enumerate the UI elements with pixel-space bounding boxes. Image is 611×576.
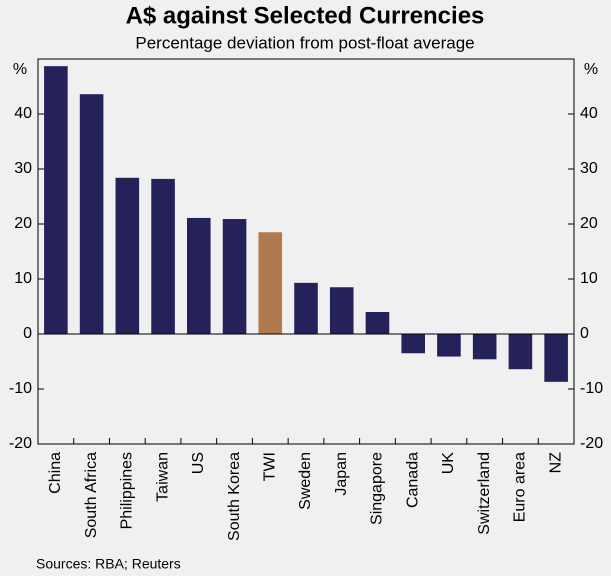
y2-tick-label: -20 — [580, 435, 603, 452]
bar — [472, 334, 497, 360]
bar — [437, 334, 461, 357]
y2-tick-label: 30 — [580, 160, 598, 177]
x-tick-label: South Africa — [83, 452, 100, 538]
bar — [294, 282, 318, 334]
x-tick-label: Taiwan — [154, 452, 171, 502]
x-tick-label: TWI — [261, 452, 278, 481]
chart-subtitle: Percentage deviation from post-float ave… — [135, 33, 474, 52]
x-tick-label: Canada — [404, 452, 421, 508]
plot-frame — [37, 58, 575, 445]
y-tick-label: 30 — [14, 160, 32, 177]
bar — [508, 334, 533, 370]
x-tick-label: Euro area — [512, 452, 529, 522]
y-tick-label: 10 — [14, 270, 32, 287]
bar — [79, 94, 104, 334]
bar — [329, 287, 354, 334]
source-note: Sources: RBA; Reuters — [36, 556, 181, 572]
x-tick-label: Sweden — [297, 452, 314, 510]
y2-tick-label: 0 — [580, 325, 589, 342]
x-tick-label: Philippines — [119, 452, 136, 529]
y2-tick-label: -10 — [580, 380, 603, 397]
x-tick-label: UK — [440, 452, 457, 475]
chart-title: A$ against Selected Currencies — [126, 2, 485, 29]
bar — [187, 217, 211, 334]
y2-axis-label: % — [584, 61, 598, 78]
x-tick-label: Switzerland — [476, 452, 493, 535]
bar — [365, 312, 390, 334]
x-tick-label: NZ — [547, 452, 564, 474]
x-tick-label: Japan — [333, 452, 350, 496]
bar — [151, 178, 175, 334]
x-tick-label: US — [190, 452, 207, 474]
bar — [44, 66, 68, 335]
bar — [115, 177, 140, 334]
x-tick-label: China — [47, 452, 64, 494]
y2-tick-label: 20 — [580, 215, 598, 232]
y2-tick-label: 10 — [580, 270, 598, 287]
y2-tick-label: 40 — [580, 105, 598, 122]
x-tick-label: Singapore — [369, 452, 386, 525]
y-tick-label: -10 — [9, 380, 32, 397]
y-tick-label: -20 — [9, 435, 32, 452]
bar — [544, 334, 568, 382]
y-axis-label: % — [13, 61, 27, 78]
x-tick-label: South Korea — [226, 452, 243, 541]
y-tick-label: 40 — [14, 105, 32, 122]
y-tick-label: 20 — [14, 215, 32, 232]
y-tick-label: 0 — [23, 325, 32, 342]
bar — [222, 219, 247, 334]
bar — [258, 232, 283, 334]
bar — [401, 334, 425, 354]
